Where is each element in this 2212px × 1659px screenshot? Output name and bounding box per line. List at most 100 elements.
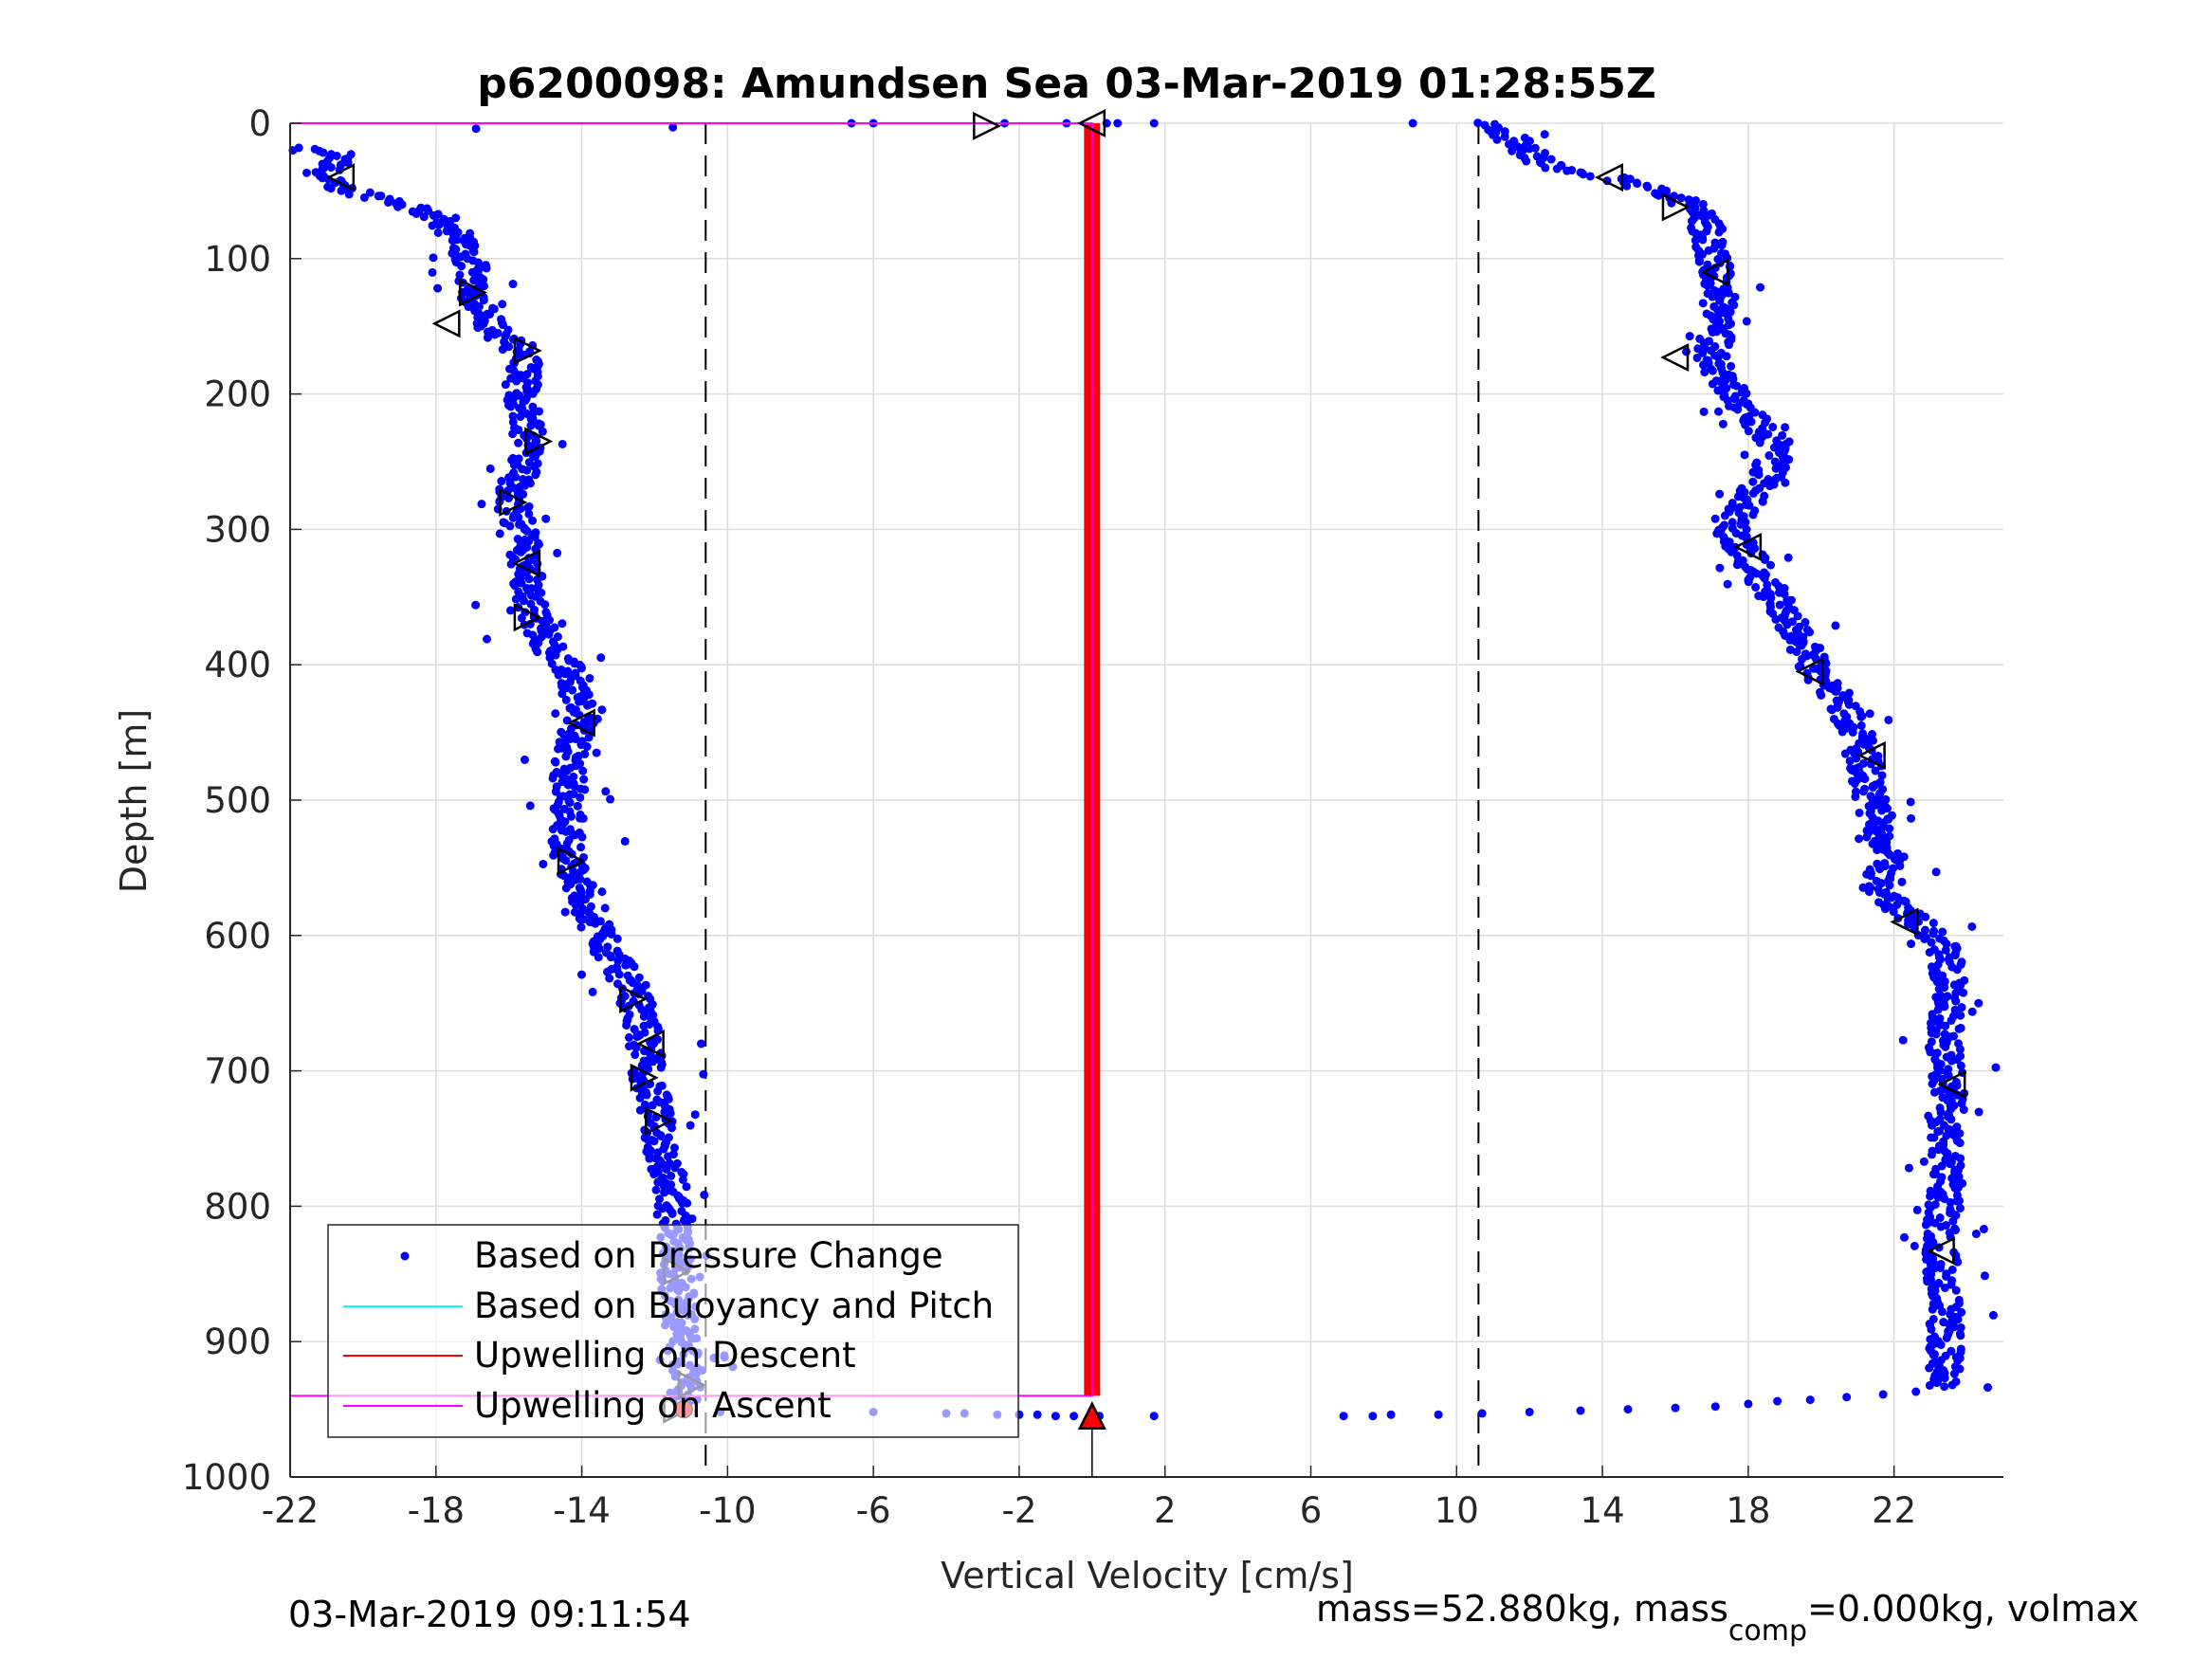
data-point (1928, 1121, 1937, 1130)
data-point (1698, 235, 1708, 245)
data-point (1149, 1412, 1159, 1421)
data-point (1927, 938, 1936, 947)
triangle-marker (1733, 532, 1763, 561)
data-point (1724, 340, 1733, 350)
data-point (343, 158, 353, 168)
data-point (1745, 501, 1754, 510)
legend-box (327, 1224, 1019, 1438)
data-point (1936, 1222, 1946, 1231)
data-point (1579, 170, 1588, 179)
data-point (1805, 1395, 1815, 1405)
data-point (1956, 1061, 1965, 1070)
triangle-marker (1700, 258, 1729, 287)
data-point (1921, 912, 1930, 921)
data-point (1801, 618, 1810, 628)
data-point (524, 509, 534, 519)
data-point (1671, 1403, 1680, 1413)
data-point (1904, 1163, 1913, 1173)
data-point (667, 1123, 677, 1133)
data-point (1773, 1396, 1782, 1406)
data-point (1967, 1007, 1977, 1016)
data-point (1925, 948, 1934, 957)
data-point (434, 220, 444, 229)
data-point (374, 191, 383, 201)
data-point (1821, 659, 1831, 668)
data-point (1827, 705, 1837, 715)
data-point (1944, 1070, 1953, 1080)
data-point (1921, 1220, 1930, 1230)
data-point (1585, 172, 1595, 181)
data-point (584, 733, 594, 742)
data-point (1892, 900, 1902, 909)
data-point (1866, 871, 1875, 881)
data-point (1974, 998, 1983, 1008)
data-point (605, 974, 614, 983)
data-point (457, 262, 466, 271)
data-point (1850, 779, 1859, 789)
data-point (1698, 299, 1708, 308)
data-point (1951, 1285, 1961, 1295)
data-point (1957, 1307, 1966, 1317)
data-point (523, 503, 533, 513)
x-tick-label: -22 (262, 1490, 319, 1531)
data-point (1715, 489, 1725, 499)
data-point (1935, 1264, 1945, 1273)
data-point (1756, 283, 1765, 292)
data-point (592, 748, 601, 757)
data-point (1855, 834, 1864, 844)
y-tick-label: 0 (248, 103, 271, 144)
data-point (578, 766, 588, 775)
data-point (1880, 904, 1890, 914)
data-point (1860, 775, 1870, 784)
data-point (508, 429, 518, 439)
data-point (505, 606, 515, 615)
data-point (682, 1182, 691, 1192)
data-point (1927, 1133, 1936, 1142)
data-point (514, 438, 523, 447)
data-point (1717, 241, 1727, 250)
data-point (1956, 1331, 1965, 1340)
data-point (1723, 579, 1732, 589)
y-tick-label: 700 (204, 1051, 271, 1092)
data-point (326, 184, 336, 193)
data-point (1682, 347, 1691, 356)
data-point (1051, 1412, 1060, 1421)
data-point (1873, 846, 1882, 855)
data-point (1540, 130, 1549, 139)
data-point (596, 653, 606, 663)
data-point (1473, 118, 1483, 128)
data-point (1733, 405, 1743, 414)
data-point (1951, 996, 1961, 1006)
data-point (1865, 709, 1874, 719)
data-point (1929, 929, 1938, 939)
data-point (1781, 456, 1790, 465)
data-point (1740, 450, 1749, 460)
data-point (1947, 1015, 1956, 1025)
data-point (562, 839, 572, 848)
data-point (1817, 690, 1826, 700)
data-point (1782, 620, 1792, 629)
data-point (1941, 945, 1950, 955)
data-point (678, 1198, 687, 1208)
data-point (1929, 1350, 1938, 1359)
data-point (1754, 470, 1764, 480)
triangle-marker (566, 708, 595, 738)
data-point (1929, 919, 1938, 928)
data-point (1947, 1056, 1956, 1066)
data-point (585, 673, 594, 683)
data-point (526, 421, 536, 430)
footer-mass-part2: =0.000kg, volmax (1807, 1588, 2139, 1630)
data-point (485, 464, 495, 473)
triangle-marker (557, 847, 586, 876)
data-point (554, 670, 563, 680)
data-point (1522, 156, 1531, 166)
data-point (1781, 423, 1790, 432)
triangle-marker (973, 111, 1002, 140)
data-point (498, 300, 507, 309)
footer-mass-subscript: comp (1728, 1614, 1807, 1648)
data-point (1951, 1184, 1961, 1194)
data-point (1541, 163, 1550, 173)
data-point (1742, 317, 1751, 326)
data-point (600, 903, 610, 913)
footer-mass-part1: mass=52.880kg, mass (1316, 1588, 1728, 1630)
